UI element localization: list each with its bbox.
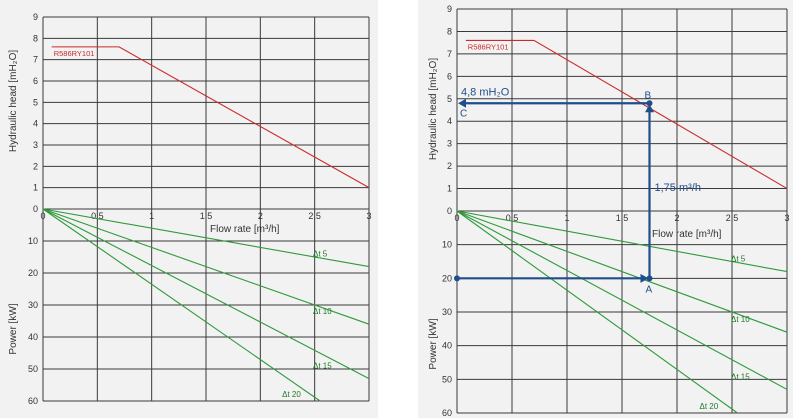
top-y-tick-label: 0	[447, 206, 452, 216]
top-y-tick-label: 2	[33, 161, 38, 171]
top-y-tick-label: 9	[447, 4, 452, 14]
bottom-y-tick-label: 10	[28, 236, 38, 246]
power-series-line	[42, 208, 321, 402]
x-tick-label: 0,5	[506, 213, 519, 223]
power-series-line	[456, 210, 788, 333]
power-series-line	[42, 208, 370, 380]
top-y-tick-label: 8	[447, 26, 452, 36]
x-tick-label: 2,5	[726, 213, 739, 223]
top-y-tick-label: 5	[33, 97, 38, 107]
pump-curve-line	[51, 46, 370, 189]
power-series-label: Δt 5	[313, 250, 328, 259]
bottom-y-tick-label: 50	[28, 364, 38, 374]
power-series-label: Δt 5	[731, 255, 746, 264]
x-tick-label: 0	[40, 211, 45, 221]
bottom-y-tick-label: 30	[442, 307, 452, 317]
power-series-line	[456, 210, 788, 273]
panel-background	[418, 0, 793, 418]
top-y-tick-label: 0	[33, 204, 38, 214]
bottom-y-tick-label: 20	[442, 273, 452, 283]
point-b-marker	[646, 100, 653, 107]
x-tick-label: 3	[366, 211, 371, 221]
x-tick-label: 1	[564, 213, 569, 223]
arrow-head	[640, 273, 649, 283]
power-series-label: Δt 20	[700, 402, 719, 411]
x-tick-label: 1	[149, 211, 154, 221]
x-tick-label: 1,5	[616, 213, 629, 223]
bottom-y-tick-label: 20	[28, 268, 38, 278]
point-c-label: C	[460, 108, 467, 119]
x-tick-label: 3	[784, 213, 789, 223]
point-a-label: A	[646, 284, 653, 295]
top-y-axis-label: Hydraulic head [mH₂O]	[428, 58, 439, 160]
pump-curve-label: R586RY101	[468, 42, 509, 51]
top-y-tick-label: 5	[447, 94, 452, 104]
top-y-tick-label: 1	[447, 184, 452, 194]
top-y-tick-label: 6	[447, 71, 452, 81]
power-series-label: Δt 15	[731, 372, 750, 381]
arrow-head	[458, 98, 466, 108]
power-series-line	[42, 208, 370, 325]
top-y-axis-label: Hydraulic head [mH₂O]	[8, 50, 19, 152]
top-y-tick-label: 3	[33, 140, 38, 150]
point-b-label: B	[645, 90, 652, 101]
x-tick-label: 1,5	[200, 211, 213, 221]
right-chart-panel: 0 1 2 3 4 5 6 7 8 9 10 20 30 40 50 60 0 0,5 1 1,5 2 2,5 3 Flow …	[418, 0, 793, 418]
flow-value-label: 1,75 m³/h	[655, 182, 701, 194]
power-series-label: Δt 10	[313, 307, 332, 316]
top-y-tick-label: 4	[33, 119, 38, 129]
x-tick-label: 0	[454, 213, 459, 223]
x-tick-label: 2	[258, 211, 263, 221]
x-tick-label: 0,5	[91, 211, 104, 221]
bottom-y-tick-label: 60	[28, 396, 38, 406]
x-axis-label: Flow rate [m³/h]	[652, 229, 722, 240]
top-y-tick-label: 1	[33, 183, 38, 193]
x-tick-label: 2,5	[308, 211, 321, 221]
power-series-line	[456, 210, 738, 414]
bottom-y-tick-label: 50	[442, 374, 452, 384]
bottom-y-axis-label: Power [kW]	[428, 318, 439, 369]
top-y-tick-label: 4	[447, 116, 452, 126]
power-series-label: Δt 15	[313, 362, 332, 371]
bottom-y-tick-label: 10	[442, 240, 452, 250]
bottom-y-tick-label: 40	[442, 341, 452, 351]
top-y-tick-label: 2	[447, 161, 452, 171]
top-y-tick-label: 8	[33, 33, 38, 43]
power-series-label: Δt 10	[731, 315, 750, 324]
x-tick-label: 2	[674, 213, 679, 223]
top-y-tick-label: 9	[33, 12, 38, 22]
top-y-tick-label: 7	[447, 49, 452, 59]
power-series-label: Δt 20	[282, 390, 301, 399]
bottom-y-tick-label: 30	[28, 300, 38, 310]
top-y-tick-label: 3	[447, 139, 452, 149]
bottom-y-axis-label: Power [kW]	[8, 303, 19, 354]
left-chart-panel: 0 1 2 3 4 5 6 7 8 9 10 20 30 40 50 60 0 0,5 1 1,5 2 2,5 3 Flow …	[0, 0, 378, 418]
bottom-y-tick-label: 40	[28, 332, 38, 342]
point-a-marker	[646, 275, 653, 282]
bottom-y-tick-label: 60	[442, 408, 452, 418]
head-value-label: 4,8 mH₂O	[461, 86, 510, 98]
x-axis-label: Flow rate [m³/h]	[210, 224, 280, 235]
top-y-tick-label: 7	[33, 55, 38, 65]
start-point-marker	[454, 275, 460, 282]
arrow-head	[645, 104, 654, 113]
power-series-line	[456, 210, 788, 390]
pump-curve-label: R586RY101	[54, 49, 95, 58]
power-series-line	[42, 208, 370, 268]
pump-curve-line	[465, 39, 788, 190]
top-y-tick-label: 6	[33, 76, 38, 86]
